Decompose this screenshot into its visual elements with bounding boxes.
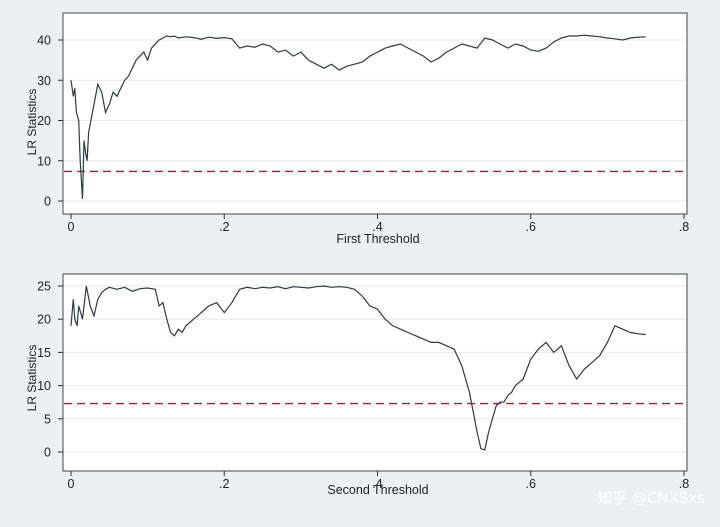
x-axis: 0 .2 .4 .6 .8: [68, 214, 689, 234]
lr-statistic-line: [70, 34, 646, 200]
plot-area: [62, 12, 688, 215]
y-axis: 0 5 10 15 20 25: [37, 280, 63, 460]
y-tick-label-1: 5: [44, 412, 51, 426]
y-tick-label-3: 15: [37, 346, 51, 360]
x-tick-label-0: 0: [68, 220, 75, 234]
y-tick-label-4: 20: [37, 313, 51, 327]
x-tick-label-4: .8: [679, 220, 689, 234]
y-tick-label-5: 25: [37, 280, 51, 294]
x-axis: 0 .2 .4 .6 .8: [68, 471, 689, 491]
y-axis-title: LR Statistics: [25, 89, 39, 156]
y-tick-label-2: 10: [37, 379, 51, 393]
second-threshold-panel: 0 .2 .4 .6 .8 0 5 10 15 20 25 Second Threshold LR…: [25, 273, 689, 497]
x-tick-label-0: 0: [68, 477, 75, 491]
plot-area: [62, 273, 688, 472]
y-tick-label-3: 30: [37, 74, 51, 88]
x-tick-label-1: .2: [219, 220, 229, 234]
gridlines: [64, 285, 686, 453]
watermark: 知乎 @CNXSxs: [597, 489, 705, 507]
x-axis-title: Second Threshold: [327, 483, 428, 497]
x-tick-label-3: .6: [526, 220, 536, 234]
y-tick-label-0: 0: [44, 446, 51, 460]
gridlines: [64, 39, 686, 202]
x-tick-label-4: .8: [679, 477, 689, 491]
lr-statistic-line: [70, 285, 646, 451]
first-threshold-panel: 0 .2 .4 .6 .8 0 10 20 30 40 First Threshold LR S…: [25, 12, 689, 246]
x-tick-label-3: .6: [526, 477, 536, 491]
y-axis-title: LR Statistics: [25, 345, 39, 412]
x-axis-title: First Threshold: [336, 232, 419, 246]
x-tick-label-2: .4: [372, 477, 382, 491]
y-tick-label-4: 40: [37, 34, 51, 48]
x-tick-label-2: .4: [372, 220, 382, 234]
y-tick-label-2: 20: [37, 114, 51, 128]
x-tick-label-1: .2: [219, 477, 229, 491]
y-tick-label-1: 10: [37, 154, 51, 168]
y-tick-label-0: 0: [44, 195, 51, 209]
y-axis: 0 10 20 30 40: [37, 34, 63, 209]
